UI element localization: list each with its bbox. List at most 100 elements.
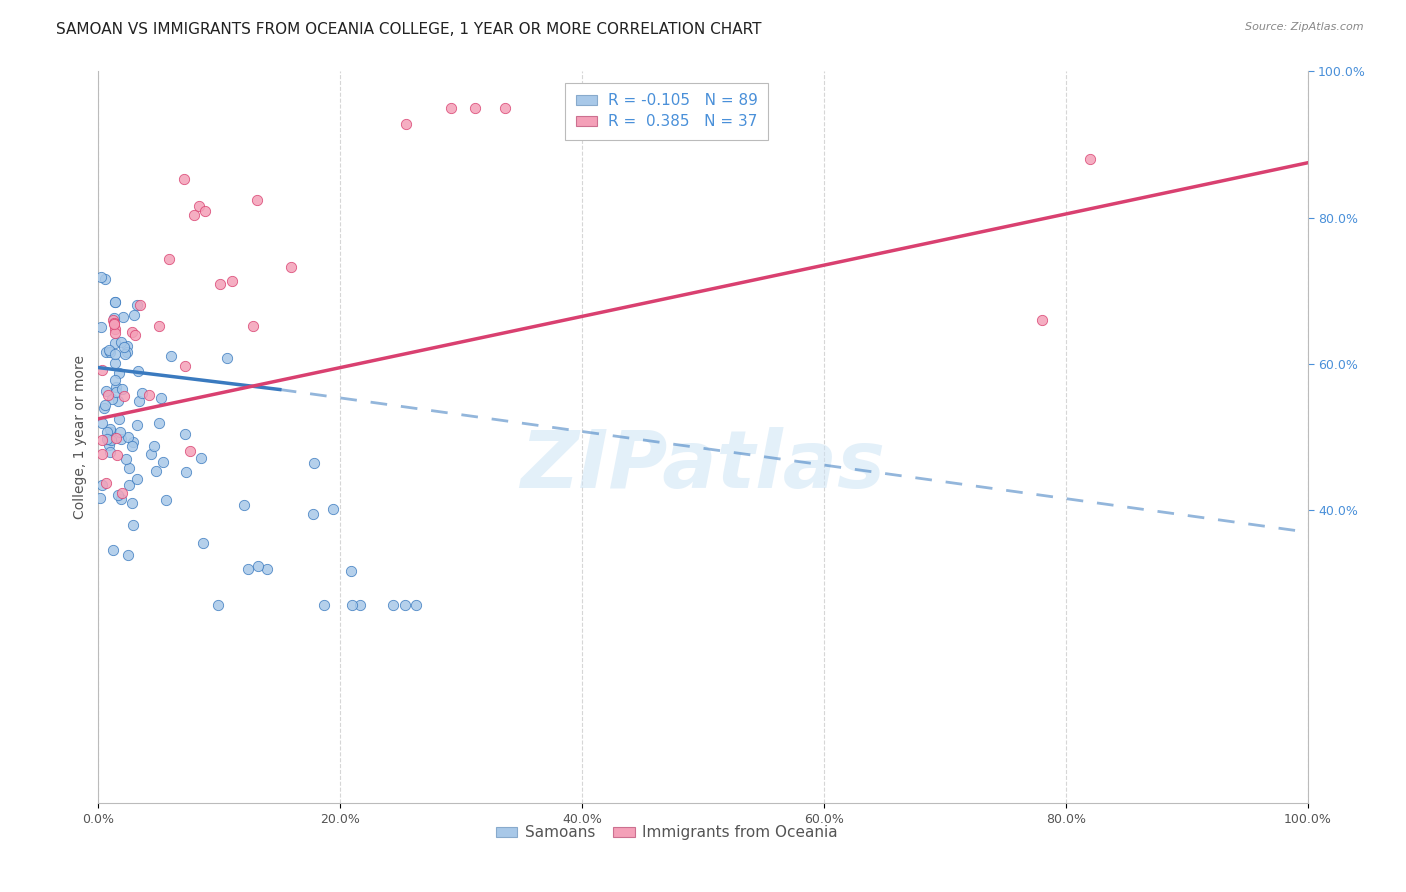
Point [138, 388, 160, 402]
Point [179, 443, 201, 458]
Point [97, 432, 120, 446]
Point [349, 599, 371, 613]
Point [97, 438, 120, 452]
Point [190, 451, 212, 466]
Point [117, 430, 139, 444]
Point [110, 432, 132, 446]
Point [246, 193, 269, 207]
Point [103, 317, 125, 331]
Point [395, 117, 418, 131]
Point [148, 319, 170, 334]
Point [125, 417, 148, 432]
Point [117, 548, 139, 562]
Point [128, 298, 150, 312]
Point [122, 435, 145, 450]
Point [104, 326, 127, 341]
Point [103, 316, 125, 330]
Point [115, 451, 138, 466]
Point [1031, 313, 1053, 327]
Point [104, 295, 127, 310]
Point [107, 488, 129, 502]
Legend: Samoans, Immigrants from Oceania: Samoans, Immigrants from Oceania [489, 819, 844, 847]
Point [93, 401, 115, 415]
Point [280, 260, 302, 275]
Point [96, 476, 118, 491]
Point [108, 425, 131, 440]
Point [96, 425, 118, 439]
Point [105, 431, 128, 445]
Point [194, 203, 217, 218]
Point [141, 447, 163, 461]
Point [108, 412, 131, 426]
Text: ZIPatlas: ZIPatlas [520, 427, 886, 506]
Point [98, 344, 121, 359]
Point [91, 447, 114, 461]
Point [152, 455, 174, 469]
Point [302, 456, 325, 470]
Point [232, 498, 254, 512]
Point [110, 335, 132, 350]
Point [97, 387, 120, 401]
Point [100, 433, 122, 447]
Point [381, 599, 404, 613]
Text: Source: ZipAtlas.com: Source: ZipAtlas.com [1246, 22, 1364, 32]
Point [160, 349, 183, 363]
Point [174, 427, 197, 442]
Point [103, 312, 125, 326]
Point [124, 328, 146, 343]
Point [96, 432, 118, 446]
Point [127, 298, 149, 312]
Point [100, 425, 122, 439]
Point [122, 518, 145, 533]
Point [464, 101, 486, 115]
Point [118, 478, 141, 492]
Point [155, 493, 177, 508]
Point [247, 558, 270, 573]
Point [110, 492, 132, 507]
Y-axis label: College, 1 year or more: College, 1 year or more [73, 355, 87, 519]
Point [150, 391, 173, 405]
Point [314, 599, 336, 613]
Point [107, 393, 129, 408]
Point [93, 271, 115, 285]
Point [342, 599, 364, 613]
Point [174, 466, 197, 480]
Point [1078, 152, 1101, 166]
Point [302, 508, 325, 522]
Point [112, 340, 135, 354]
Point [91, 433, 114, 447]
Point [128, 394, 150, 409]
Point [104, 336, 127, 351]
Point [101, 392, 124, 407]
Point [96, 345, 118, 359]
Point [173, 171, 195, 186]
Point [121, 439, 143, 453]
Point [127, 472, 149, 486]
Point [221, 274, 243, 288]
Point [124, 308, 146, 322]
Point [94, 398, 117, 412]
Point [103, 542, 125, 557]
Point [104, 373, 127, 387]
Point [111, 310, 134, 325]
Point [91, 478, 114, 492]
Point [207, 599, 229, 613]
Point [104, 384, 127, 399]
Point [89, 491, 111, 506]
Point [121, 496, 143, 510]
Point [256, 562, 278, 576]
Point [91, 416, 114, 430]
Point [183, 208, 205, 222]
Point [104, 322, 127, 336]
Point [191, 535, 214, 549]
Point [157, 252, 180, 267]
Point [96, 384, 118, 399]
Point [188, 198, 211, 212]
Point [105, 448, 128, 462]
Point [209, 277, 232, 291]
Point [91, 362, 114, 376]
Point [236, 562, 259, 576]
Point [115, 339, 138, 353]
Point [121, 325, 143, 339]
Point [103, 310, 125, 325]
